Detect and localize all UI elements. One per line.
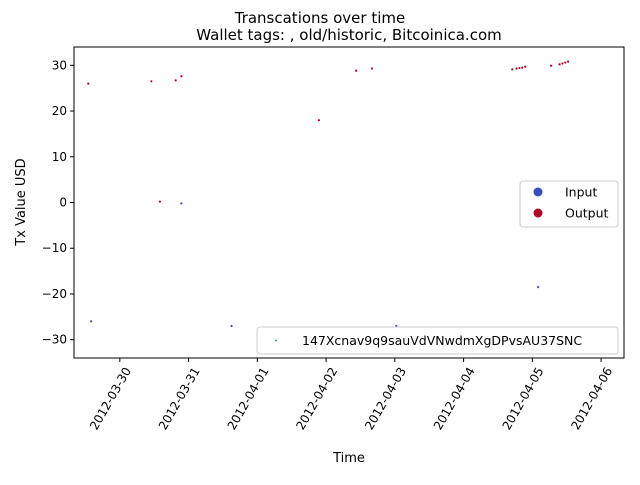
- color-legend-frame: [519, 180, 619, 228]
- color-legend: Input Output: [519, 180, 619, 228]
- y-tick-label: 10: [52, 150, 67, 164]
- wallet-legend: 147Xcnav9q9sauVdVNwdmXgDPvsAU37SNC: [256, 326, 619, 355]
- output-data-point: [515, 67, 518, 70]
- x-axis-label: Time: [332, 451, 365, 466]
- legend-wallet-address: 147Xcnav9q9sauVdVNwdmXgDPvsAU37SNC: [302, 333, 582, 348]
- legend-wallet-marker: [275, 339, 277, 342]
- output-data-point: [518, 66, 521, 70]
- input-data-point: [230, 324, 233, 328]
- input-data-point: [536, 286, 540, 289]
- chart-suptitle: Transcations over time: [234, 9, 406, 27]
- output-data-point: [370, 67, 374, 70]
- output-data-point: [87, 82, 90, 85]
- wallet-legend-frame: [256, 326, 619, 355]
- legend-input-label: Input: [565, 185, 597, 200]
- y-axis-label: Tx Value USD: [14, 158, 29, 246]
- output-data-point: [150, 80, 153, 83]
- output-data-point: [564, 61, 567, 64]
- y-axis: −30 −20 −10 0 10 20 30: [42, 58, 74, 347]
- output-data-point: [521, 66, 524, 69]
- output-data-point: [317, 119, 321, 122]
- output-data-point: [355, 69, 358, 72]
- y-tick-label: 30: [52, 58, 67, 72]
- input-data-point: [180, 202, 183, 205]
- chart-title: Wallet tags: , old/historic, Bitcoinica.…: [196, 26, 501, 44]
- output-data-point: [549, 64, 553, 67]
- y-tick-label: −30: [42, 333, 67, 347]
- output-data-point: [567, 60, 570, 63]
- y-tick-label: 0: [59, 196, 67, 210]
- output-data-point: [524, 65, 527, 68]
- output-data-point: [511, 68, 514, 71]
- legend-output-marker: [533, 208, 543, 218]
- y-tick-label: −10: [42, 241, 67, 255]
- legend-output-label: Output: [565, 206, 609, 221]
- input-data-point: [90, 320, 93, 323]
- output-data-point: [174, 79, 177, 82]
- y-tick-label: 20: [52, 104, 67, 118]
- output-data-point: [561, 62, 564, 65]
- output-data-point: [180, 75, 183, 78]
- y-tick-label: −20: [42, 287, 67, 301]
- legend-input-marker: [533, 187, 543, 197]
- output-data-point: [158, 200, 162, 203]
- output-data-point: [558, 63, 561, 66]
